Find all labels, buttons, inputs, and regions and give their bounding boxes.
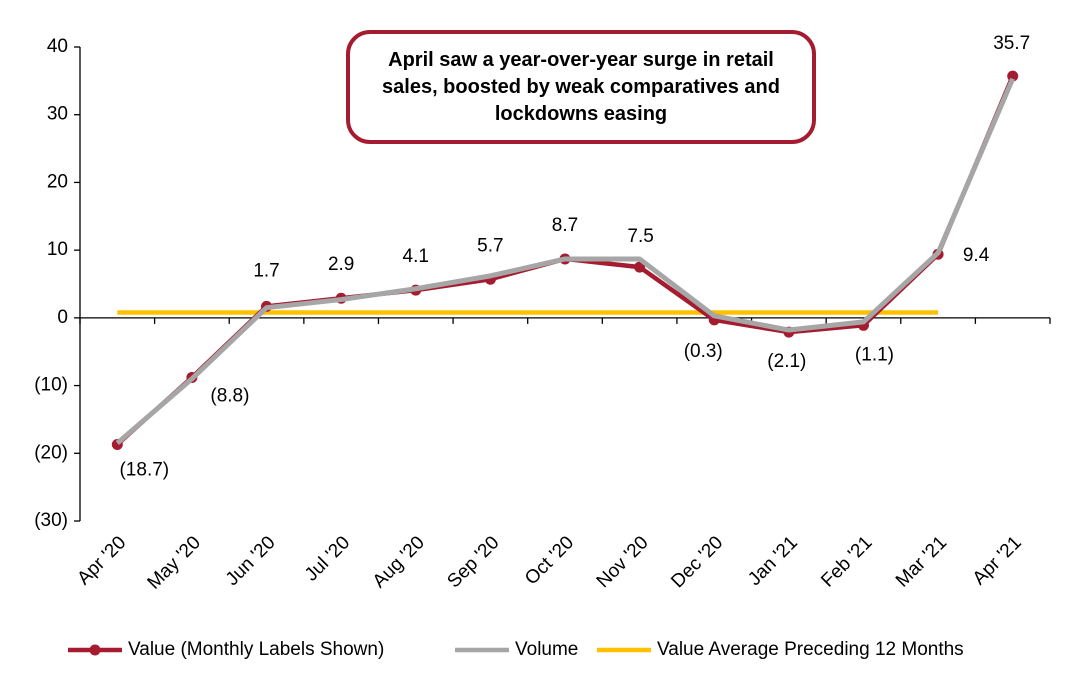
x-tick-label: Jun '20 (222, 532, 280, 590)
y-tick-label: (10) (34, 375, 68, 396)
data-label: (0.3) (684, 341, 723, 362)
legend-label: Value (Monthly Labels Shown) (128, 639, 384, 660)
data-label: (2.1) (767, 351, 806, 372)
legend-marker (89, 644, 101, 656)
data-label: 9.4 (963, 245, 990, 266)
y-tick-label: (20) (34, 442, 68, 463)
legend-label: Value Average Preceding 12 Months (657, 639, 964, 660)
legend-label: Volume (515, 639, 578, 660)
y-tick-label: 20 (47, 171, 68, 192)
data-point (1007, 70, 1019, 82)
data-label: (18.7) (119, 459, 169, 480)
x-tick-label: Sep '20 (443, 532, 503, 592)
x-tick-label: Aug '20 (369, 532, 429, 592)
data-label: 5.7 (477, 235, 503, 256)
data-label: (8.8) (210, 385, 249, 406)
data-label: 1.7 (253, 260, 279, 281)
x-tick-label: Jan '21 (744, 532, 802, 590)
x-tick-label: Dec '20 (667, 532, 727, 592)
x-tick-label: Nov '20 (593, 532, 653, 592)
data-label: 8.7 (552, 215, 578, 236)
data-label: 7.5 (627, 226, 653, 247)
x-tick-label: Feb '21 (817, 532, 876, 591)
data-label: 2.9 (328, 254, 354, 275)
x-tick-label: Jul '20 (301, 532, 354, 585)
x-tick-label: Apr '21 (969, 532, 1026, 589)
data-point (634, 261, 646, 273)
x-tick-label: Apr '20 (73, 532, 130, 589)
y-tick-label: 10 (47, 239, 68, 260)
x-tick-label: Oct '20 (521, 532, 578, 589)
y-tick-label: 0 (57, 307, 68, 328)
data-label: 4.1 (403, 246, 429, 267)
x-tick-label: May '20 (144, 532, 205, 593)
data-label: 35.7 (993, 33, 1030, 54)
annotation: April saw a year-over-year surge in reta… (346, 30, 816, 144)
x-tick-label: Mar '21 (892, 532, 951, 591)
y-tick-label: (30) (34, 510, 68, 531)
y-tick-label: 40 (47, 36, 68, 57)
y-tick-label: 30 (47, 104, 68, 125)
series-line (115, 77, 1015, 446)
data-label: (1.1) (855, 344, 894, 365)
